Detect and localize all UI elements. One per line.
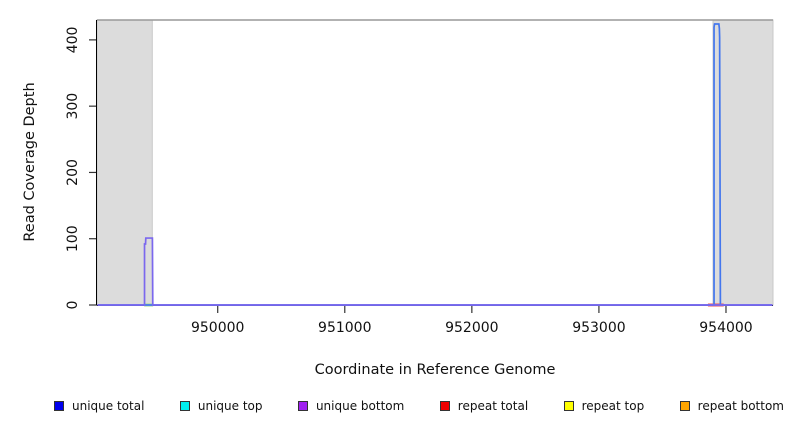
legend-label-unique-total: unique total: [72, 399, 145, 413]
series-lines: [97, 23, 773, 307]
y-tick-label: 200: [65, 159, 81, 186]
axes: 950000 951000 952000 953000 954000 0 100 200 300…: [65, 19, 773, 336]
legend-swatch-unique-total: [54, 401, 64, 411]
legend: unique total unique top unique bottom repea…: [54, 399, 784, 413]
x-tick-label: 953000: [572, 320, 625, 336]
legend-item-unique-total: unique total: [54, 399, 144, 413]
background-regions: [96, 19, 774, 306]
series-line-unique-total: [97, 23, 773, 306]
y-tick-label: 300: [65, 93, 81, 120]
legend-swatch-repeat-total: [439, 401, 450, 411]
legend-item-repeat-top: repeat top: [563, 399, 645, 413]
y-axis-title: Read Coverage Depth: [22, 82, 38, 242]
legend-item-repeat-bottom: repeat bottom: [679, 399, 784, 413]
legend-swatch-repeat-bottom: [679, 401, 690, 411]
legend-label-repeat-total: repeat total: [457, 399, 529, 413]
masked-region-right: [712, 19, 774, 306]
legend-swatch-unique-bottom: [297, 401, 308, 411]
x-tick-label: 951000: [318, 320, 371, 336]
x-tick-label: 952000: [445, 320, 498, 336]
legend-label-repeat-top: repeat top: [581, 399, 645, 413]
legend-label-unique-top: unique top: [197, 399, 263, 413]
legend-item-repeat-total: repeat total: [439, 399, 529, 413]
x-tick-label: 954000: [699, 320, 752, 336]
legend-label-unique-bottom: unique bottom: [315, 399, 405, 413]
x-axis-title: Coordinate in Reference Genome: [314, 362, 556, 378]
series-line-unique-bottom: [97, 237, 773, 306]
legend-item-unique-top: unique top: [179, 399, 263, 413]
y-tick-label: 0: [65, 301, 81, 310]
legend-swatch-repeat-top: [563, 401, 574, 411]
legend-item-unique-bottom: unique bottom: [297, 399, 405, 413]
y-tick-label: 100: [65, 225, 81, 252]
y-tick-label: 400: [65, 27, 81, 54]
legend-label-repeat-bottom: repeat bottom: [697, 399, 784, 413]
legend-swatch-unique-top: [179, 401, 190, 411]
x-tick-label: 950000: [191, 320, 244, 336]
masked-region-left: [96, 19, 153, 306]
